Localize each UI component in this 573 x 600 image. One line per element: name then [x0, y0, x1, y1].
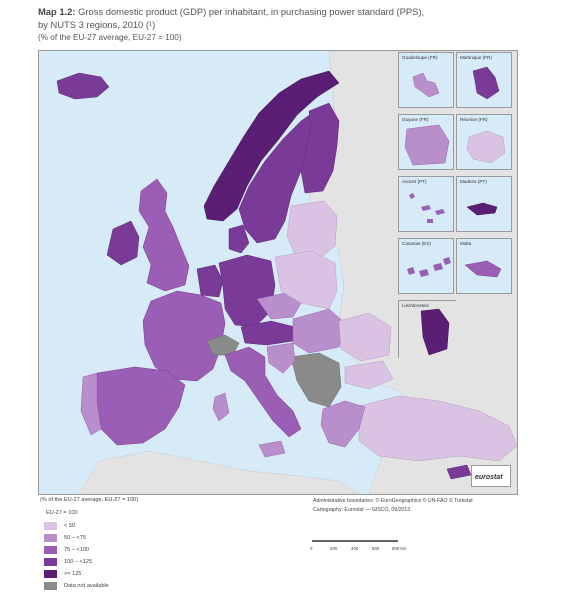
scale-bar-line: [312, 540, 398, 542]
scale-tick-0: 0: [310, 546, 313, 551]
legend-subtitle: EU-27 = 100: [46, 510, 78, 516]
inset-label-martinique: Martinique (FR): [460, 55, 492, 60]
inset-label-canarias: Canarias (ES): [402, 241, 431, 246]
legend-swatch: [44, 534, 57, 542]
legend-swatch: [44, 582, 57, 590]
france-region: [142, 290, 226, 382]
legend-label: Data not available: [64, 582, 109, 589]
denmark-region: [228, 224, 250, 254]
inset-malta: Malta: [456, 238, 512, 294]
scale-tick-800: 800 km: [392, 546, 407, 551]
spain-region: [96, 366, 186, 446]
inset-canarias: Canarias (ES): [398, 238, 454, 294]
inset-label-malta: Malta: [460, 241, 472, 246]
sardinia-region: [212, 392, 230, 422]
sicily-region: [258, 440, 286, 458]
poland-region: [274, 250, 338, 310]
croatia-slovenia-region: [266, 342, 296, 374]
benelux-region: [196, 264, 224, 298]
map-title: Map 1.2: Gross domestic product (GDP) pe…: [38, 6, 538, 45]
ireland-region: [106, 220, 140, 266]
romania-region: [338, 312, 392, 362]
legend-label: 100 – <125: [64, 558, 93, 565]
map-title-line3: (% of the EU-27 average, EU-27 = 100): [38, 33, 182, 42]
inset-guyane: Guyane (FR): [398, 114, 454, 170]
martinique-shape: [472, 66, 500, 100]
inset-guadeloupe: Guadeloupe (FR): [398, 52, 454, 108]
inset-label-madeira: Madeira (PT): [460, 179, 487, 184]
western-balkans-region: [290, 352, 342, 408]
reunion-shape: [466, 130, 506, 164]
finland-region: [300, 102, 340, 194]
legend-label: < 50: [64, 522, 76, 529]
eurostat-logo: eurostat: [471, 465, 511, 487]
germany-region: [218, 254, 276, 328]
legend-swatch: [44, 558, 57, 566]
inset-label-acores: Acores (PT): [402, 179, 427, 184]
scale-tick-400: 400: [351, 546, 359, 551]
hungary-slovakia-region: [292, 308, 346, 354]
scale-tick-200: 200: [330, 546, 338, 551]
greece-region: [320, 400, 366, 448]
scale-tick-600: 600: [372, 546, 380, 551]
credits-cartography: Cartography: Eurostat — GISCO, 09/2013: [313, 507, 411, 513]
inset-acores: Acores (PT): [398, 176, 454, 232]
guadeloupe-shape: [412, 72, 440, 98]
legend-swatch: [44, 546, 57, 554]
map-title-text: Gross domestic product (GDP) per inhabit…: [78, 6, 425, 17]
baltic-states-region: [286, 200, 338, 260]
norway-region: [203, 70, 340, 222]
credits-boundaries: Administrative boundaries: © EuroGeograp…: [313, 498, 473, 504]
portugal-region: [80, 372, 102, 436]
legend-swatch: [44, 522, 57, 530]
guyane-shape: [404, 124, 450, 166]
inset-label-guadeloupe: Guadeloupe (FR): [402, 55, 438, 60]
scale-bar: 0 200 400 600 800 km: [308, 540, 408, 560]
madeira-shape: [466, 202, 498, 216]
italy-region: [224, 346, 302, 438]
inset-liechtenstein: Liechtenstein: [398, 300, 457, 359]
acores-shape: [409, 193, 445, 223]
legend-title: (% of the EU-27 average, EU-27 = 100): [40, 497, 139, 503]
malta-shape: [464, 260, 502, 278]
bulgaria-region: [344, 360, 394, 390]
inset-label-liechtenstein: Liechtenstein: [402, 303, 430, 308]
legend-swatch: [44, 570, 57, 578]
map-credits: Administrative boundaries: © EuroGeograp…: [313, 497, 473, 515]
inset-martinique: Martinique (FR): [456, 52, 512, 108]
uk-region: [138, 178, 190, 292]
inset-label-reunion: Réunion (FR): [460, 117, 488, 122]
non-eu-land-africa: [78, 450, 360, 494]
eurostat-logo-text: eurostat: [475, 474, 503, 481]
canarias-shape: [407, 257, 451, 277]
czech-region: [256, 292, 302, 320]
legend-label: 50 – <75: [64, 534, 86, 541]
legend-label: >= 125: [64, 570, 82, 577]
map-number: Map 1.2:: [38, 6, 76, 17]
turkey-region: [358, 395, 517, 462]
iceland-region: [56, 72, 110, 100]
inset-reunion: Réunion (FR): [456, 114, 512, 170]
legend-label: 75 – <100: [64, 546, 90, 553]
map-title-line2: by NUTS 3 regions, 2010 (¹): [38, 18, 156, 30]
switzerland-region: [206, 334, 240, 356]
inset-madeira: Madeira (PT): [456, 176, 512, 232]
liechtenstein-shape: [399, 301, 457, 359]
inset-label-guyane: Guyane (FR): [402, 117, 429, 122]
